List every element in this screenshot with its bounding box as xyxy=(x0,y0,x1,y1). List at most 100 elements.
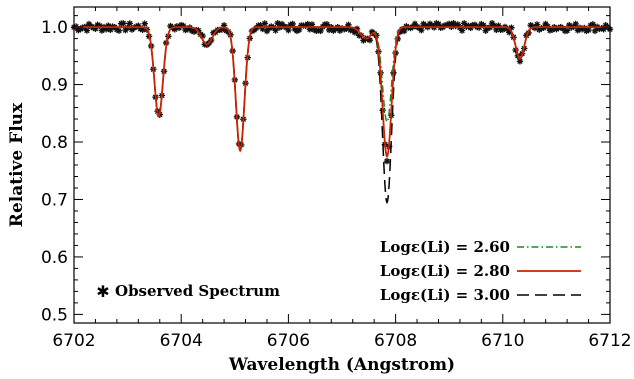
x-tick-label: 6702 xyxy=(52,331,95,351)
observed-point xyxy=(293,27,301,35)
legend-item-series-0: Logε(Li) = 2.60 xyxy=(380,238,581,256)
observed-point xyxy=(113,26,121,33)
y-tick-label: 0.6 xyxy=(41,248,68,268)
observed-point xyxy=(589,21,597,28)
observed-point xyxy=(289,20,296,28)
observed-point xyxy=(345,21,352,29)
observed-point xyxy=(454,21,461,28)
x-axis-title: Wavelength (Angstrom) xyxy=(228,355,455,375)
observed-point xyxy=(343,25,350,32)
observed-point xyxy=(548,26,556,34)
observed-point xyxy=(585,26,592,34)
observed-point xyxy=(96,22,103,30)
model-curve-series-2 xyxy=(74,26,610,205)
observed-point xyxy=(598,25,605,32)
y-tick-label: 0.5 xyxy=(41,305,68,325)
observed-point xyxy=(259,25,266,33)
observed-point xyxy=(351,29,359,36)
data-layer xyxy=(70,19,614,205)
x-tick-label: 6708 xyxy=(374,331,417,351)
legend-label-series-0: Logε(Li) = 2.60 xyxy=(380,238,510,256)
observed-point xyxy=(317,27,324,35)
observed-point xyxy=(126,20,133,27)
observed-point xyxy=(446,20,453,27)
observed-point xyxy=(308,21,316,28)
observed-spectrum xyxy=(70,19,614,165)
x-tick-label: 6710 xyxy=(481,331,524,351)
observed-point xyxy=(287,21,294,28)
legend-item-observed: ✱ Observed Spectrum xyxy=(96,282,280,301)
observed-point xyxy=(218,26,226,33)
observed-point xyxy=(310,26,318,33)
observed-point xyxy=(295,26,303,34)
plot-frame xyxy=(73,6,611,324)
observed-point xyxy=(443,21,451,28)
observed-point xyxy=(182,26,189,34)
observed-point xyxy=(338,25,346,32)
observed-point xyxy=(180,22,187,30)
observed-point xyxy=(135,22,142,29)
observed-point xyxy=(491,22,498,30)
x-tick-label: 6706 xyxy=(267,331,310,351)
observed-point xyxy=(263,27,271,35)
y-tick-label: 0.7 xyxy=(41,190,68,210)
observed-point xyxy=(98,27,106,34)
observed-point xyxy=(600,26,607,33)
observed-point xyxy=(506,29,513,36)
observed-point xyxy=(411,20,419,28)
observed-point xyxy=(83,27,91,34)
y-tick-label: 1.0 xyxy=(41,18,68,38)
observed-point xyxy=(508,24,515,31)
observed-point xyxy=(223,27,230,34)
legend-label-series-2: Logε(Li) = 3.00 xyxy=(380,286,510,304)
observed-point xyxy=(553,25,560,33)
y-tick-label: 0.9 xyxy=(41,76,68,96)
observed-point xyxy=(591,27,599,35)
observed-point xyxy=(559,25,567,32)
observed-point xyxy=(274,19,281,27)
observed-point xyxy=(433,20,440,27)
axes-layer: 6702 6704 6706 6708 6710 6712 0.5 0.6 0.7 0.8 0.9 1… xyxy=(41,7,632,351)
observed-point xyxy=(495,22,502,29)
observed-point xyxy=(171,26,178,33)
observed-point xyxy=(199,32,206,40)
observed-point xyxy=(484,24,491,32)
observed-point xyxy=(188,27,196,34)
observed-point xyxy=(139,26,146,34)
x-tick-label: 6712 xyxy=(588,331,631,351)
observed-point xyxy=(572,20,579,28)
observed-point xyxy=(120,20,127,27)
legend-label-observed: Observed Spectrum xyxy=(115,282,280,300)
observed-point xyxy=(396,28,404,36)
observed-point xyxy=(366,36,374,44)
observed-point xyxy=(336,27,344,34)
observed-point xyxy=(75,27,82,34)
observed-point xyxy=(441,22,449,29)
observed-point xyxy=(480,22,487,29)
legend-item-series-1: Logε(Li) = 2.80 xyxy=(380,262,581,280)
observed-point xyxy=(261,20,269,27)
asterisk-icon: ✱ xyxy=(96,282,109,301)
observed-point xyxy=(587,22,594,29)
observed-point xyxy=(461,20,468,27)
observed-point xyxy=(325,26,333,34)
observed-point xyxy=(458,27,466,34)
legend-item-series-2: Logε(Li) = 3.00 xyxy=(380,286,581,304)
observed-point xyxy=(574,27,582,34)
observed-point xyxy=(383,157,391,165)
observed-point xyxy=(122,26,129,34)
observed-point xyxy=(503,25,511,33)
observed-point xyxy=(400,27,408,35)
observed-point xyxy=(306,26,314,33)
y-axis-title: Relative Flux xyxy=(7,102,27,227)
observed-point xyxy=(542,20,549,28)
observed-point xyxy=(92,25,99,33)
observed-point xyxy=(105,22,112,29)
x-tick-label: 6704 xyxy=(160,331,203,351)
legend-label-series-1: Logε(Li) = 2.80 xyxy=(380,262,510,280)
observed-point xyxy=(178,21,185,29)
observed-point xyxy=(435,20,442,28)
observed-point xyxy=(323,21,331,28)
observed-point xyxy=(488,19,496,27)
